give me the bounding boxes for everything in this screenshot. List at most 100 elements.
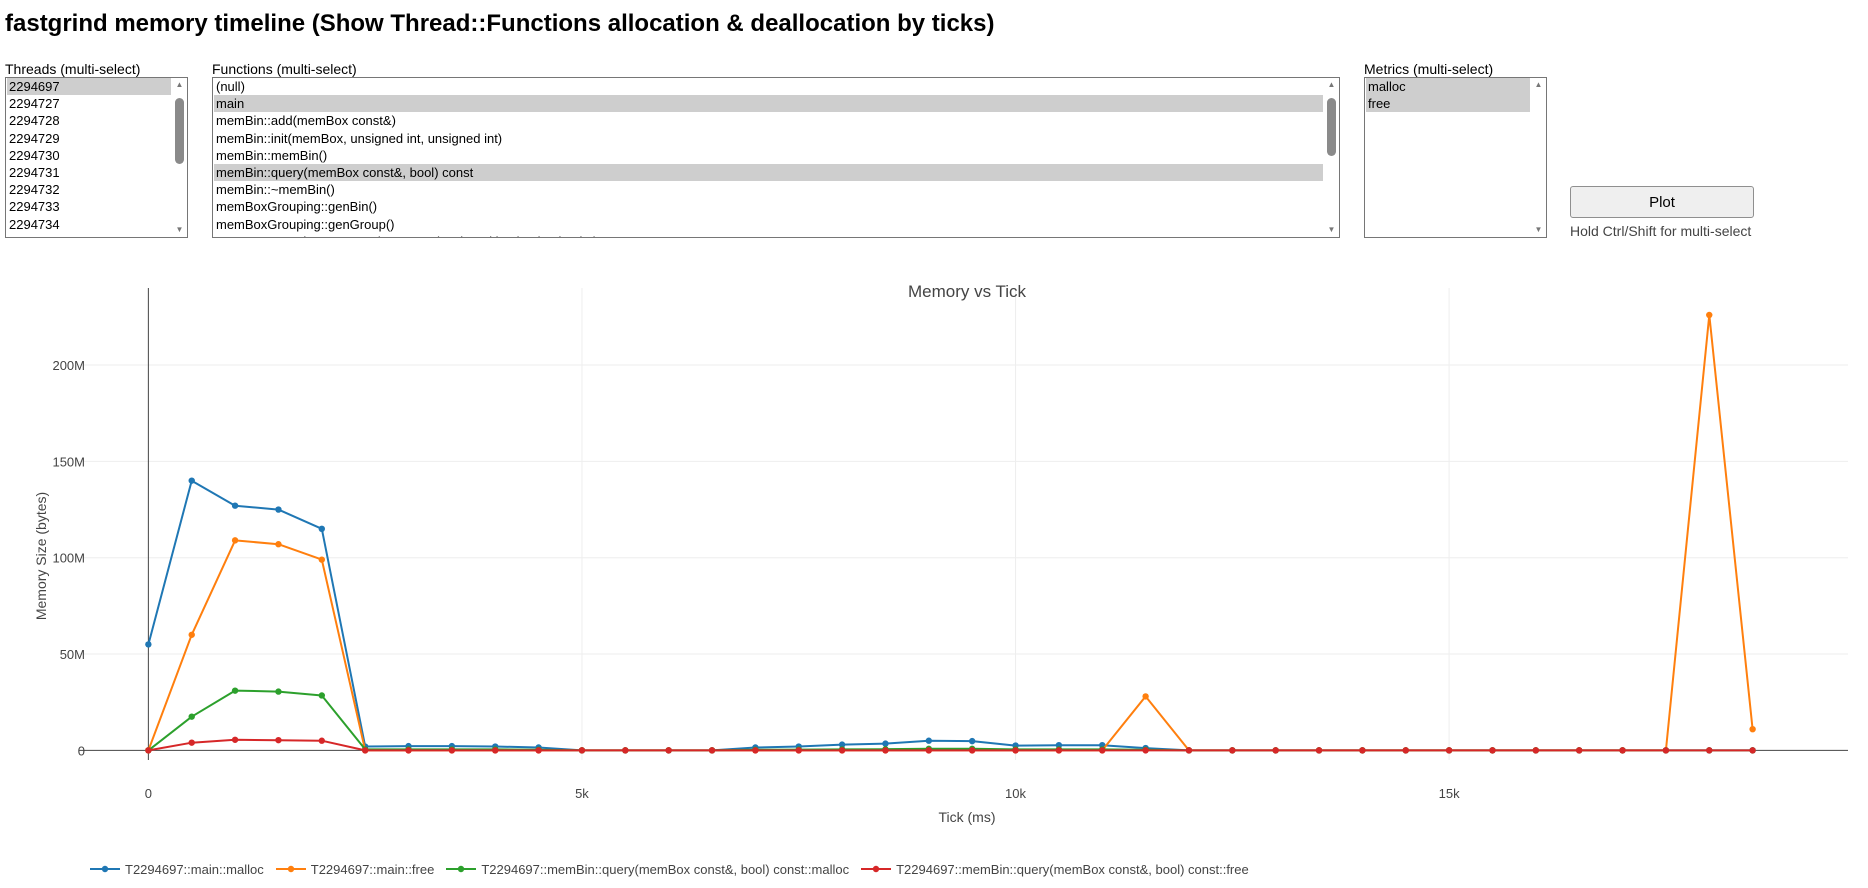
data-point[interactable]: [318, 692, 326, 699]
data-point[interactable]: [795, 747, 802, 754]
data-point[interactable]: [535, 747, 542, 754]
scroll-up-arrow-icon[interactable]: ▲: [1534, 80, 1543, 89]
list-option[interactable]: memBin::query(memBox const&, bool) const: [214, 163, 1323, 182]
list-option[interactable]: memBin::init(memBox, unsigned int, unsig…: [216, 130, 503, 146]
data-point[interactable]: [231, 502, 239, 509]
scroll-up-arrow-icon[interactable]: ▲: [1327, 80, 1336, 89]
legend-item[interactable]: T2294697::memBin::query(memBox const&, b…: [446, 862, 849, 877]
data-point[interactable]: [275, 736, 282, 744]
data-point[interactable]: [1012, 747, 1019, 754]
scroll-thumb[interactable]: [175, 98, 184, 164]
list-option[interactable]: memBoxGrouping::genRandomBoxes(unsigned …: [214, 233, 1323, 237]
list-option[interactable]: memBin::add(memBox const&): [216, 113, 396, 129]
data-point[interactable]: [405, 747, 412, 754]
data-point[interactable]: [231, 687, 239, 694]
data-point[interactable]: [275, 541, 282, 548]
data-point[interactable]: [275, 506, 282, 513]
data-point[interactable]: [1749, 725, 1756, 733]
data-point[interactable]: [1099, 747, 1106, 754]
scroll-down-arrow-icon[interactable]: ▼: [1327, 225, 1336, 234]
data-point[interactable]: [492, 747, 499, 754]
data-point[interactable]: [622, 747, 629, 754]
data-point[interactable]: [1272, 747, 1279, 754]
data-point[interactable]: [708, 747, 716, 754]
data-point[interactable]: [925, 747, 933, 754]
list-option[interactable]: memBin::~memBin(): [216, 182, 335, 198]
functions-listbox[interactable]: (null) main memBin::add(memBox const&) memB…: [212, 77, 1340, 238]
list-option[interactable]: 2294735: [7, 233, 171, 237]
list-option[interactable]: memBoxGrouping::genBin(): [216, 199, 378, 215]
data-point[interactable]: [1229, 747, 1236, 754]
scroll-up-arrow-icon[interactable]: ▲: [175, 80, 184, 89]
data-point[interactable]: [318, 556, 326, 563]
threads-scrollbar[interactable]: ▲ ▼: [172, 78, 187, 237]
list-option[interactable]: 2294729: [9, 130, 60, 146]
data-point[interactable]: [1619, 747, 1626, 754]
series-1: [145, 311, 1756, 754]
list-option[interactable]: 2294697: [7, 78, 171, 96]
data-point[interactable]: [145, 641, 152, 648]
data-point[interactable]: [1749, 747, 1756, 754]
list-option[interactable]: free: [1366, 95, 1530, 113]
data-point[interactable]: [188, 477, 195, 484]
list-option[interactable]: memBoxGrouping::genGroup(): [216, 216, 395, 232]
data-point[interactable]: [1532, 747, 1540, 754]
data-point[interactable]: [1185, 747, 1193, 754]
scroll-down-arrow-icon[interactable]: ▼: [1534, 225, 1543, 234]
data-point[interactable]: [1315, 747, 1323, 754]
data-point[interactable]: [188, 631, 195, 638]
data-point[interactable]: [275, 688, 282, 695]
list-option[interactable]: 2294734: [9, 216, 60, 232]
legend-item[interactable]: T2294697::main::free: [275, 862, 434, 877]
data-point[interactable]: [231, 537, 239, 544]
data-point[interactable]: [188, 713, 195, 720]
metrics-scrollbar[interactable]: ▲ ▼: [1531, 78, 1546, 237]
data-point[interactable]: [1402, 747, 1409, 754]
data-point[interactable]: [925, 737, 933, 744]
data-point[interactable]: [968, 737, 976, 745]
data-point[interactable]: [1142, 747, 1149, 754]
data-point[interactable]: [1142, 693, 1149, 700]
scroll-thumb[interactable]: [1327, 98, 1336, 156]
legend-item[interactable]: T2294697::main::malloc: [90, 862, 264, 877]
list-option[interactable]: 2294733: [9, 199, 60, 215]
data-point[interactable]: [318, 525, 326, 533]
list-option[interactable]: (null): [216, 79, 245, 94]
list-option[interactable]: malloc: [1366, 78, 1530, 96]
data-point[interactable]: [145, 747, 152, 754]
data-point[interactable]: [1575, 747, 1583, 754]
data-point[interactable]: [838, 741, 846, 748]
threads-listbox[interactable]: 2294697 2294727 2294728 2294729 2294730 22947…: [5, 77, 188, 238]
data-point[interactable]: [1445, 747, 1453, 754]
list-option[interactable]: 2294732: [9, 182, 60, 198]
plot-button[interactable]: Plot: [1570, 186, 1754, 218]
metrics-listbox[interactable]: malloc free ▲ ▼: [1364, 77, 1547, 238]
data-point[interactable]: [1662, 747, 1670, 754]
list-option[interactable]: main: [214, 95, 1323, 113]
legend-item[interactable]: T2294697::memBin::query(memBox const&, b…: [861, 862, 1249, 877]
data-point[interactable]: [752, 747, 759, 754]
list-option[interactable]: memBin::memBin(): [216, 147, 328, 163]
list-option[interactable]: 2294731: [9, 164, 60, 180]
data-point[interactable]: [665, 747, 672, 754]
data-point[interactable]: [318, 737, 326, 744]
list-option[interactable]: 2294728: [9, 113, 60, 129]
data-point[interactable]: [578, 747, 586, 754]
data-point[interactable]: [1359, 747, 1366, 754]
scroll-down-arrow-icon[interactable]: ▼: [175, 225, 184, 234]
functions-scrollbar[interactable]: ▲ ▼: [1324, 78, 1339, 237]
data-point[interactable]: [231, 736, 239, 743]
data-point[interactable]: [882, 740, 889, 747]
data-point[interactable]: [968, 747, 976, 754]
data-point[interactable]: [361, 747, 369, 754]
data-point[interactable]: [1055, 747, 1063, 754]
data-point[interactable]: [838, 747, 846, 754]
list-option[interactable]: 2294730: [9, 147, 60, 163]
data-point[interactable]: [882, 747, 889, 754]
data-point[interactable]: [1706, 311, 1713, 319]
data-point[interactable]: [1489, 747, 1496, 754]
list-option[interactable]: 2294727: [9, 96, 60, 112]
data-point[interactable]: [1706, 747, 1713, 754]
data-point[interactable]: [448, 747, 456, 754]
data-point[interactable]: [188, 739, 195, 746]
